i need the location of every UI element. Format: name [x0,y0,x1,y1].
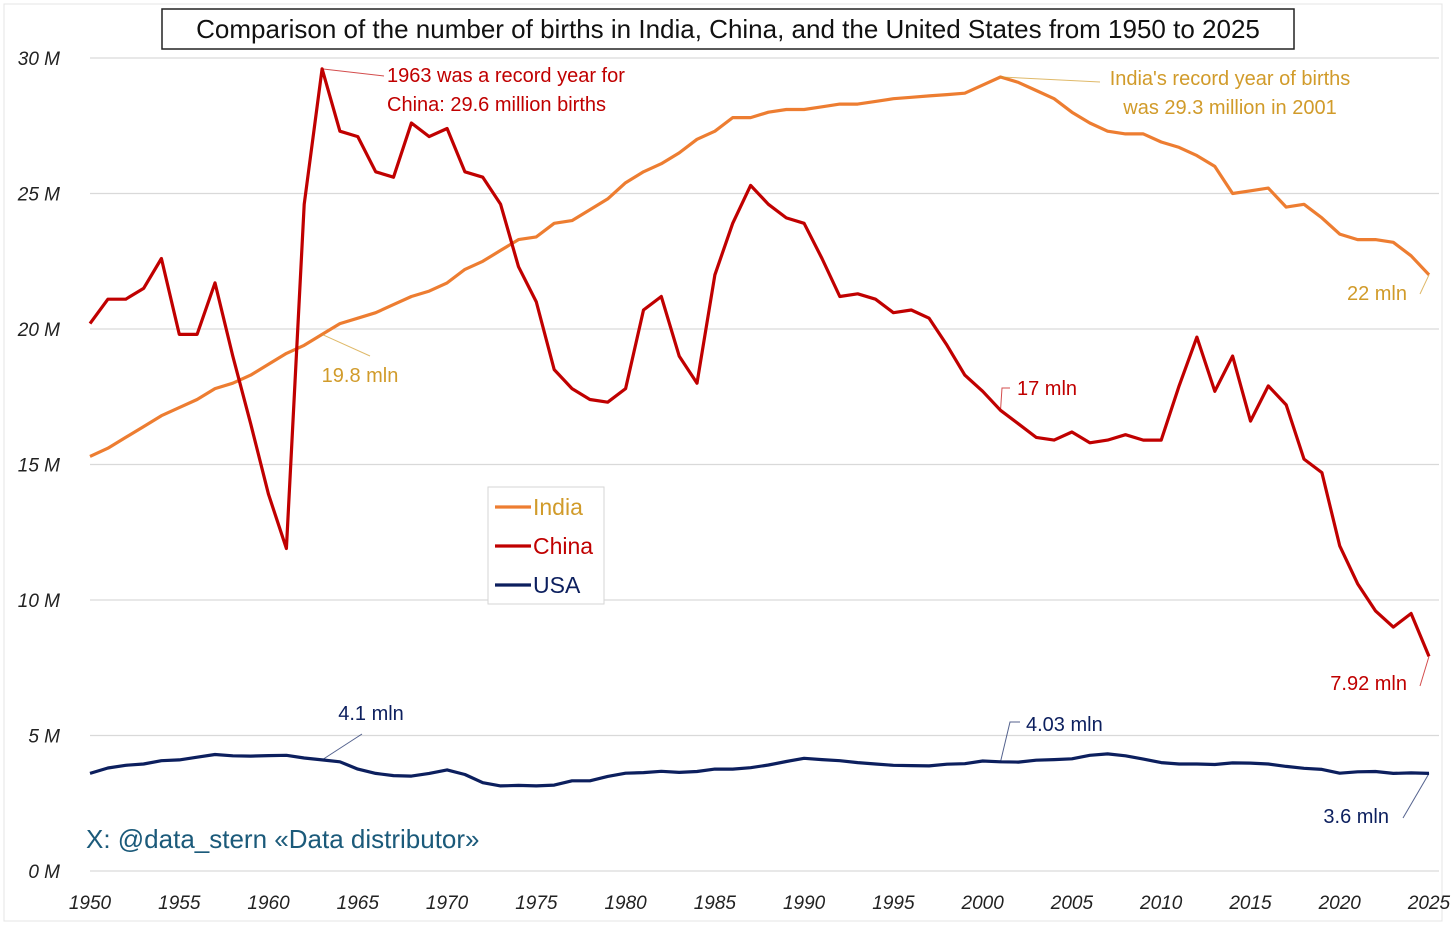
annotation-china-2001: 17 mln [1017,378,1077,400]
y-tick-label: 15 M [18,456,60,477]
annotation-india-record: was 29.3 million in 2001 [1122,97,1336,119]
x-tick-label: 2000 [961,893,1005,914]
annotation-leader-line [1419,656,1430,687]
annotation-leader-line [1000,387,1010,411]
annotation-leader-line [321,333,371,357]
x-tick-label: 1955 [158,893,201,914]
legend-label-china: China [533,533,593,559]
watermark: X: @data_stern «Data distributor» [86,824,480,854]
x-tick-label: 1995 [872,893,915,914]
x-tick-label: 1950 [69,893,112,914]
chart-title-box: Comparison of the number of births in In… [161,8,1295,50]
x-tick-label: 2020 [1318,893,1362,914]
series-line-india [89,75,1431,458]
series-line-usa [89,752,1430,788]
legend-label-usa: USA [533,572,581,598]
annotation-leader-line [1000,721,1020,762]
x-tick-label: 2025 [1407,893,1451,914]
annotation-leader-line [1419,274,1430,295]
y-tick-label: 20 M [17,320,60,341]
x-tick-label: 2015 [1228,893,1272,914]
annotation-india-record: India's record year of births [1110,68,1351,90]
y-tick-label: 25 M [17,185,60,206]
y-tick-label: 10 M [18,591,60,612]
annotation-usa-2025: 3.6 mln [1323,806,1389,828]
annotation-usa-2001: 4.03 mln [1026,714,1103,736]
x-tick-label: 1965 [337,893,380,914]
x-tick-label: 1980 [604,893,647,914]
annotation-india-2025: 22 mln [1347,283,1407,305]
x-tick-label: 1970 [426,893,469,914]
legend: India China USA [487,486,605,605]
y-tick-label: 5 M [28,727,60,748]
annotation-china-2025: 7.92 mln [1330,673,1407,695]
annotation-china-record: China: 29.6 million births [387,94,606,116]
y-tick-label: 0 M [28,862,60,883]
annotation-leader-line [1402,773,1430,819]
y-tick-label: 30 M [18,49,60,70]
chart-title: Comparison of the number of births in In… [196,14,1260,44]
x-tick-label: 2005 [1050,893,1094,914]
annotation-china-record: 1963 was a record year for [387,65,625,87]
x-tick-label: 1990 [783,893,826,914]
annotation-leader-line [321,733,363,761]
series-line-china [88,67,1431,658]
legend-label-india: India [533,494,583,520]
annotation-usa-1963: 4.1 mln [338,703,404,725]
x-tick-label: 2010 [1139,893,1183,914]
x-tick-label: 1960 [247,893,290,914]
annotation-india-1963: 19.8 mln [322,365,399,387]
x-tick-label: 1975 [515,893,558,914]
annotation-leader-line [322,68,385,77]
x-tick-label: 1985 [694,893,737,914]
chart-frame [3,3,1443,922]
annotation-leader-line [1000,76,1101,83]
